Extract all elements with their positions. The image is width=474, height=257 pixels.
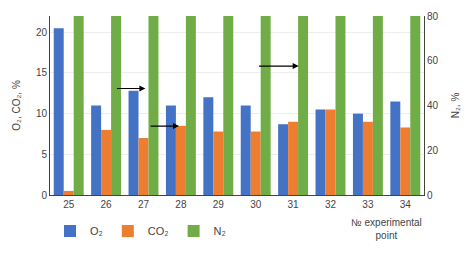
svg-text:29: 29 bbox=[213, 199, 225, 210]
svg-text:10: 10 bbox=[36, 108, 48, 119]
svg-text:15: 15 bbox=[36, 67, 48, 78]
svg-text:O₂: O₂ bbox=[90, 225, 103, 237]
svg-text:26: 26 bbox=[101, 199, 113, 210]
svg-text:80: 80 bbox=[427, 11, 439, 22]
svg-text:34: 34 bbox=[400, 199, 412, 210]
svg-text:28: 28 bbox=[175, 199, 187, 210]
svg-text:25: 25 bbox=[63, 199, 75, 210]
svg-text:40: 40 bbox=[427, 100, 439, 111]
svg-text:20: 20 bbox=[36, 27, 48, 38]
svg-text:30: 30 bbox=[250, 199, 262, 210]
svg-text:N₂: N₂ bbox=[214, 225, 226, 237]
svg-text:32: 32 bbox=[325, 199, 337, 210]
svg-text:5: 5 bbox=[41, 149, 47, 160]
svg-text:27: 27 bbox=[138, 199, 150, 210]
svg-text:CO₂: CO₂ bbox=[148, 225, 169, 237]
svg-text:O₂, CO₂, %: O₂, CO₂, % bbox=[11, 80, 22, 131]
svg-text:0: 0 bbox=[41, 190, 47, 201]
svg-text:0: 0 bbox=[427, 190, 433, 201]
svg-text:31: 31 bbox=[288, 199, 300, 210]
svg-text:60: 60 bbox=[427, 55, 439, 66]
svg-text:33: 33 bbox=[362, 199, 374, 210]
svg-text:№ experimentalpoint: № experimentalpoint bbox=[351, 217, 422, 241]
svg-text:N₂, %: N₂, % bbox=[450, 93, 461, 119]
svg-text:20: 20 bbox=[427, 145, 439, 156]
